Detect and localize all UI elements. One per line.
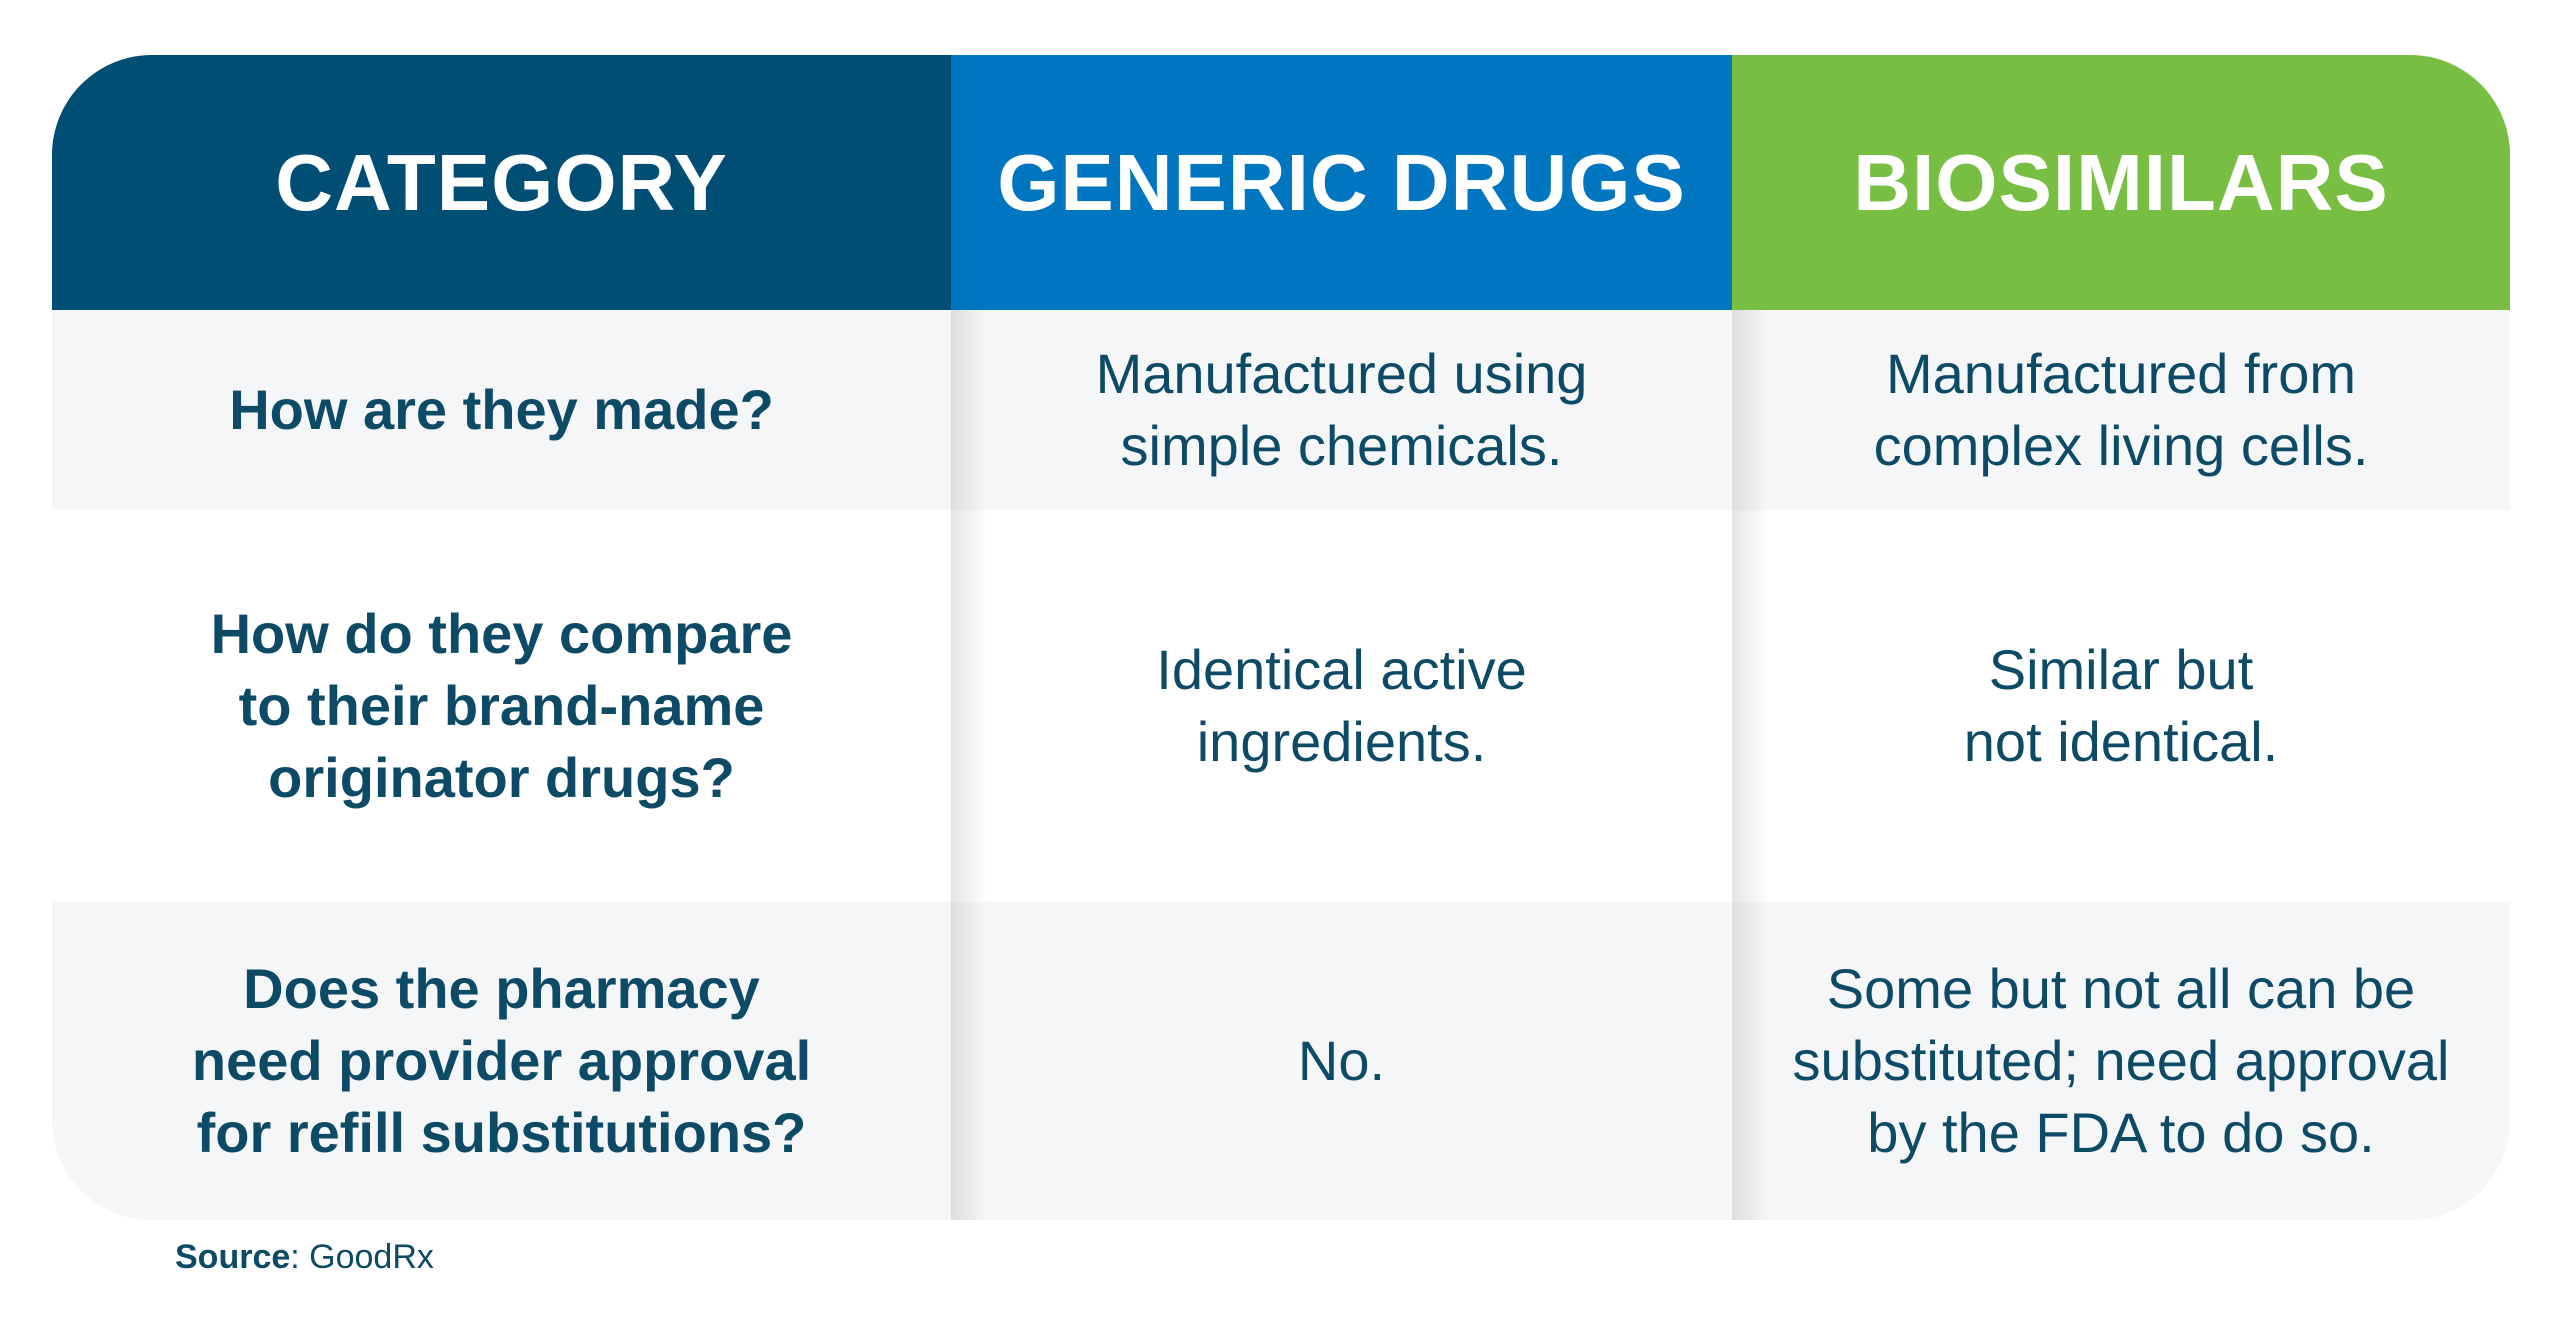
- generic-answer-made: Manufactured using simple chemicals.: [1095, 342, 1588, 477]
- generic-column: GENERIC DRUGS Manufactured using simple …: [951, 55, 1732, 1220]
- biosimilars-cell-compare: Similar but not identical.: [1732, 510, 2510, 902]
- question-made: How are they made?: [229, 378, 774, 441]
- generic-cell-approval: No.: [951, 902, 1732, 1220]
- biosimilars-cell-made: Manufactured from complex living cells.: [1732, 310, 2510, 510]
- biosimilars-answer-compare: Similar but not identical.: [1963, 638, 2279, 773]
- generic-header: GENERIC DRUGS: [951, 55, 1732, 310]
- generic-cell-compare: Identical active ingredients.: [951, 510, 1732, 902]
- biosimilars-answer-made: Manufactured from complex living cells.: [1873, 342, 2369, 477]
- comparison-table: CATEGORY How are they made? How do they …: [52, 55, 2510, 1220]
- category-cell-compare: How do they compare to their brand-name …: [52, 510, 951, 902]
- generic-answer-compare: Identical active ingredients.: [1156, 638, 1527, 773]
- question-approval: Does the pharmacy need provider approval…: [191, 957, 812, 1164]
- category-header: CATEGORY: [52, 55, 951, 310]
- biosimilars-column: BIOSIMILARS Manufactured from complex li…: [1732, 55, 2510, 1220]
- source-note: Source: GoodRx: [175, 1238, 434, 1277]
- source-label: Source: [175, 1238, 291, 1276]
- generic-answer-approval: No.: [1297, 1029, 1386, 1092]
- category-cell-approval: Does the pharmacy need provider approval…: [52, 902, 951, 1220]
- category-cell-made: How are they made?: [52, 310, 951, 510]
- category-column: CATEGORY How are they made? How do they …: [52, 55, 951, 1220]
- generic-cell-made: Manufactured using simple chemicals.: [951, 310, 1732, 510]
- biosimilars-answer-approval: Some but not all can be substituted; nee…: [1792, 957, 2450, 1164]
- source-value: : GoodRx: [290, 1238, 434, 1276]
- biosimilars-header: BIOSIMILARS: [1732, 55, 2510, 310]
- biosimilars-cell-approval: Some but not all can be substituted; nee…: [1732, 902, 2510, 1220]
- question-compare: How do they compare to their brand-name …: [210, 602, 793, 809]
